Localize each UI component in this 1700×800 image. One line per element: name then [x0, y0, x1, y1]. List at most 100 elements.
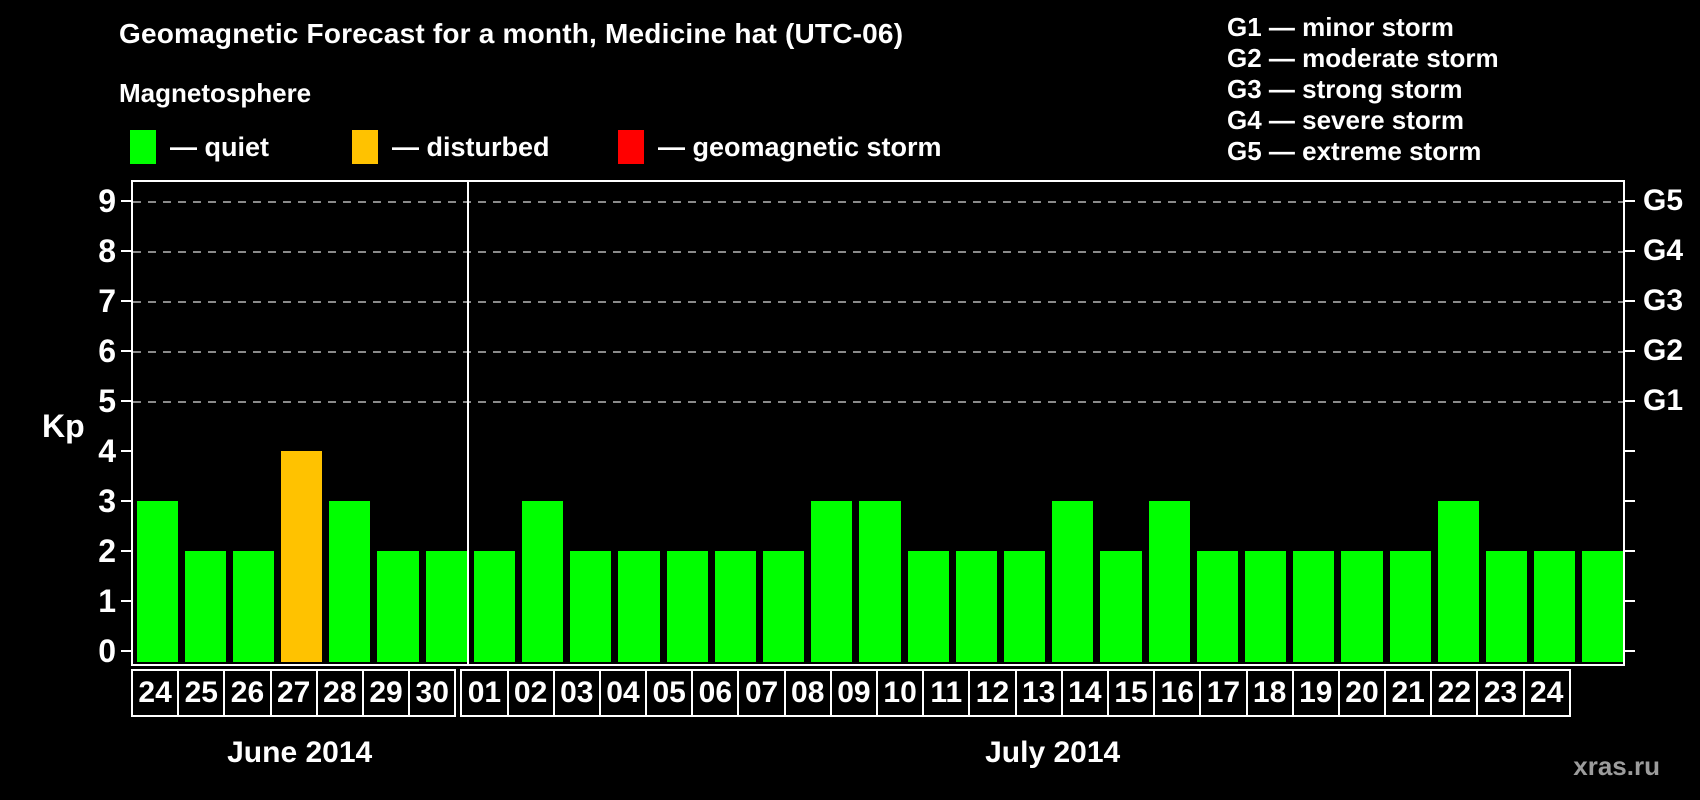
y-axis-tick-label: 1	[98, 583, 116, 619]
kp-bar	[1293, 551, 1335, 662]
kp-bar	[1196, 551, 1238, 662]
date-label: 07	[737, 669, 786, 717]
g-axis-tick	[1625, 550, 1635, 552]
y-axis-tick-label: 3	[98, 483, 116, 519]
y-axis-tick-label: 5	[98, 383, 116, 419]
y-axis-tick	[121, 450, 131, 452]
date-label: 21	[1384, 669, 1433, 717]
gridline	[133, 301, 1623, 303]
date-label: 18	[1245, 669, 1294, 717]
month-label-july: July 2014	[985, 736, 1121, 769]
kp-bar	[1244, 551, 1287, 662]
g-axis-tick-label: G3	[1643, 284, 1684, 317]
kp-bar	[232, 551, 275, 662]
kp-bar	[1437, 501, 1479, 662]
date-label: 22	[1430, 669, 1479, 717]
gridline	[133, 401, 1623, 403]
date-axis: 24 25 26 27 28 29 30 01 02 03 04 05 06 07 08 09 10 11 12 13…	[131, 669, 1625, 717]
legend-label-disturbed: — disturbed	[392, 131, 550, 162]
g-axis-tick-label: G2	[1643, 334, 1684, 367]
date-label: 09	[829, 669, 878, 717]
kp-bar	[1100, 551, 1142, 662]
kp-bar	[1534, 551, 1576, 662]
date-label: 25	[177, 669, 226, 717]
date-label: 02	[506, 669, 555, 717]
date-label: 04	[598, 669, 648, 717]
date-label: 08	[783, 669, 832, 717]
kp-bar	[473, 551, 516, 662]
date-label: 29	[361, 669, 411, 717]
kp-bar	[714, 551, 756, 662]
g-axis-tick	[1625, 350, 1635, 352]
kp-bar	[811, 501, 853, 662]
date-label: 06	[691, 669, 740, 717]
kp-bar	[1341, 551, 1383, 662]
storm-swatch-icon	[618, 130, 644, 164]
y-axis-tick	[121, 300, 131, 302]
date-label: 24	[131, 669, 180, 717]
date-label: 24	[1522, 669, 1571, 717]
y-axis-tick	[121, 200, 131, 202]
gridline	[133, 251, 1623, 253]
y-axis-tick	[121, 500, 131, 502]
date-label: 14	[1060, 669, 1109, 717]
kp-bar	[377, 551, 419, 662]
date-label: 16	[1153, 669, 1202, 717]
kp-axis-title: Kp	[42, 408, 85, 444]
date-label: 26	[223, 669, 272, 717]
kp-bar	[1389, 551, 1431, 662]
date-label: 10	[876, 669, 925, 717]
date-label: 11	[922, 669, 971, 717]
y-axis-tick-label: 6	[98, 333, 116, 369]
y-axis-tick	[121, 650, 131, 652]
legend-label-quiet: — quiet	[170, 131, 269, 162]
gridline	[133, 351, 1623, 353]
legend-label-storm: — geomagnetic storm	[658, 131, 942, 162]
kp-bar	[570, 551, 612, 662]
kp-bar	[1582, 551, 1624, 662]
kp-bar	[666, 551, 708, 662]
date-label: 15	[1106, 669, 1156, 717]
g-scale-legend-item-g4: G4 — severe storm	[1227, 105, 1465, 135]
g-axis-tick	[1625, 600, 1635, 602]
kp-bar	[425, 551, 467, 662]
g-scale-legend-item-g2: G2 — moderate storm	[1227, 43, 1499, 73]
date-label: 19	[1291, 669, 1340, 717]
date-label: 01	[460, 669, 509, 717]
kp-bar	[184, 551, 226, 662]
gridline	[133, 201, 1623, 203]
kp-bar	[1003, 551, 1046, 662]
date-box-group: 24 25 26 27 28 29 30	[131, 669, 457, 717]
g-axis-tick	[1625, 200, 1635, 202]
y-axis-tick-label: 2	[98, 533, 116, 569]
g-axis-tick-label: G5	[1643, 184, 1684, 217]
date-label: 30	[408, 669, 457, 717]
watermark: xras.ru	[1573, 751, 1660, 781]
g-axis-tick	[1625, 650, 1635, 652]
legend-item-disturbed: — disturbed	[352, 128, 550, 166]
g-axis-tick	[1625, 400, 1635, 402]
magnetosphere-legend-title: Magnetosphere	[119, 78, 312, 108]
date-label: 13	[1014, 669, 1063, 717]
date-label: 03	[552, 669, 601, 717]
date-label: 27	[269, 669, 318, 717]
g-axis-tick	[1625, 250, 1635, 252]
date-label: 17	[1199, 669, 1248, 717]
g-scale-legend-item-g5: G5 — extreme storm	[1227, 136, 1482, 166]
kp-bar	[1485, 551, 1528, 662]
kp-bar	[618, 551, 660, 662]
g-scale-legend-item-g3: G3 — strong storm	[1227, 74, 1463, 104]
kp-bar	[136, 501, 178, 662]
y-axis-tick-label: 9	[98, 183, 116, 219]
y-axis-tick	[121, 550, 131, 552]
kp-bar	[907, 551, 949, 662]
kp-bar	[955, 551, 997, 662]
kp-bar	[522, 501, 564, 662]
chart-title: Geomagnetic Forecast for a month, Medici…	[119, 18, 904, 49]
kp-bar	[1052, 501, 1094, 662]
g-axis-tick	[1625, 500, 1635, 502]
y-axis-tick	[121, 350, 131, 352]
y-axis-tick-label: 8	[98, 233, 116, 269]
g-scale-legend-item-g1: G1 — minor storm	[1227, 12, 1454, 42]
